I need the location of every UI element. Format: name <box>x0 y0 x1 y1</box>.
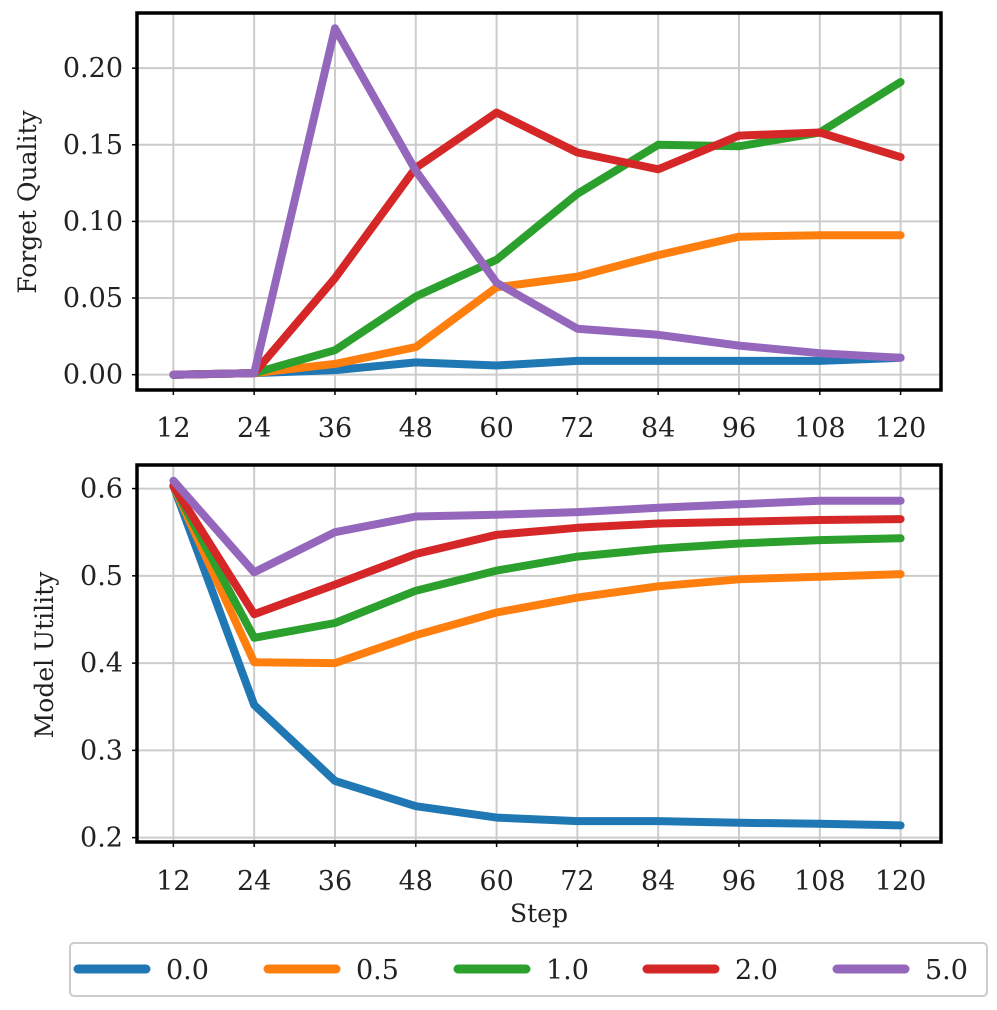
model-utility-series-1-0 <box>169 481 905 642</box>
model-utility-xtick-label: 48 <box>399 866 433 897</box>
model-utility-ylabel: Model Utility <box>30 571 59 739</box>
model-utility-series-2-0 <box>169 481 905 619</box>
model-utility-xtick-label: 108 <box>794 866 846 897</box>
forget-quality-ytick-label: 0.00 <box>63 360 123 391</box>
forget-quality-xtick-label: 48 <box>399 413 433 444</box>
forget-quality-xtick-label: 72 <box>560 413 594 444</box>
model-utility-grid <box>137 465 941 842</box>
model-utility-panel: 12 24 36 48 60 72 84 96 108 120 0.2 0.3 0.4 0.5 0.6 Mo… <box>30 463 943 928</box>
forget-quality-series-5-0 <box>169 24 905 379</box>
forget-quality-xtick-label: 120 <box>875 413 927 444</box>
model-utility-ytick-label: 0.4 <box>80 648 123 679</box>
model-utility-xtick-label: 72 <box>560 866 594 897</box>
forget-quality-ytick-label: 0.15 <box>63 130 123 161</box>
forget-quality-grid <box>137 13 941 390</box>
model-utility-xtick-label: 96 <box>722 866 756 897</box>
forget-quality-xtick-label: 12 <box>156 413 190 444</box>
forget-quality-frame <box>135 11 943 392</box>
model-utility-frame <box>135 463 943 844</box>
forget-quality-ticks: 12 24 36 48 60 72 84 96 108 120 0.00 0.05 0.10 0.15 0.… <box>63 53 926 444</box>
model-utility-lines <box>169 476 905 830</box>
model-utility-xtick-label: 84 <box>641 866 675 897</box>
model-utility-xtick-label: 36 <box>318 866 352 897</box>
forget-quality-lines <box>169 24 905 379</box>
legend-label-5-0: 5.0 <box>925 955 968 986</box>
forget-quality-series-1-0 <box>169 78 905 379</box>
forget-quality-xtick-label: 108 <box>794 413 846 444</box>
model-utility-series-5-0 <box>169 476 905 577</box>
model-utility-ytick-label: 0.6 <box>80 474 123 505</box>
forget-quality-ytick-label: 0.05 <box>63 283 123 314</box>
legend: 0.0 0.5 1.0 2.0 5.0 <box>69 942 988 997</box>
model-utility-ytick-label: 0.2 <box>80 823 123 854</box>
forget-quality-ylabel: Forget Quality <box>13 109 42 293</box>
forget-quality-panel: 12 24 36 48 60 72 84 96 108 120 0.00 0.05 0.10 0.15 0.… <box>13 11 943 444</box>
model-utility-ytick-label: 0.3 <box>80 735 123 766</box>
model-utility-xtick-label: 24 <box>237 866 271 897</box>
forget-quality-xtick-label: 84 <box>641 413 675 444</box>
model-utility-xtick-label: 60 <box>479 866 513 897</box>
forget-quality-xtick-label: 24 <box>237 413 271 444</box>
model-utility-ytick-label: 0.5 <box>80 561 123 592</box>
legend-label-0-0: 0.0 <box>166 955 209 986</box>
legend-label-0-5: 0.5 <box>356 955 399 986</box>
forget-quality-series-0-5 <box>169 231 905 379</box>
legend-label-1-0: 1.0 <box>546 955 589 986</box>
model-utility-xlabel: Step <box>510 899 568 928</box>
forget-quality-xtick-label: 36 <box>318 413 352 444</box>
forget-quality-ytick-label: 0.20 <box>63 53 123 84</box>
legend-entries: 0.0 0.5 1.0 2.0 5.0 <box>73 955 968 986</box>
forget-quality-xtick-label: 60 <box>479 413 513 444</box>
model-utility-xtick-label: 12 <box>156 866 190 897</box>
model-utility-series-0-5 <box>169 481 905 668</box>
legend-label-2-0: 2.0 <box>735 955 778 986</box>
model-utility-ticks: 12 24 36 48 60 72 84 96 108 120 0.2 0.3 0.4 0.5 0.6 <box>80 474 926 897</box>
model-utility-xtick-label: 120 <box>875 866 927 897</box>
forget-quality-xtick-label: 96 <box>722 413 756 444</box>
forget-quality-series-2-0 <box>169 108 905 379</box>
forget-quality-ytick-label: 0.10 <box>63 206 123 237</box>
model-utility-series-0-0 <box>169 481 905 830</box>
